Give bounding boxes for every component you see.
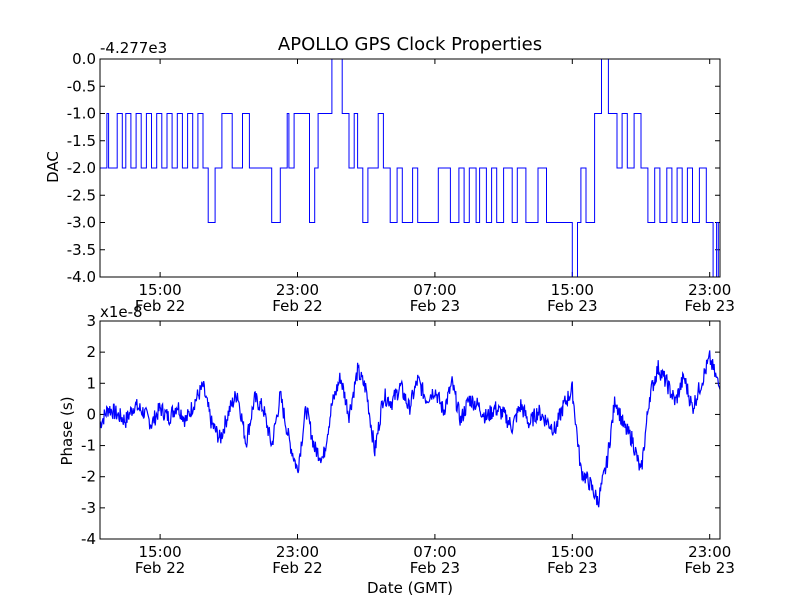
x-tick-time-label: 15:00 [138, 543, 181, 561]
x-tick-time-label: 07:00 [413, 543, 456, 561]
x-tick-time-label: 15:00 [551, 543, 594, 561]
y-tick-label: -2.0 [67, 159, 96, 177]
x-tick-time-label: 23:00 [276, 543, 319, 561]
phase-plot-frame [99, 320, 721, 540]
dac-series-line [100, 58, 721, 278]
x-tick-date-label: Feb 23 [547, 297, 597, 315]
y-tick-label: -1.5 [67, 132, 96, 150]
x-tick-date-label: Feb 23 [547, 559, 597, 577]
y-tick-label: 0.0 [72, 50, 96, 68]
x-tick-date-label: Feb 23 [684, 297, 734, 315]
y-tick-label: -4.0 [67, 268, 96, 286]
x-tick-date-label: Feb 22 [272, 559, 322, 577]
x-tick-time-label: 07:00 [413, 281, 456, 299]
y-tick-label: -2.5 [67, 186, 96, 204]
x-tick-date-label: Feb 23 [410, 559, 460, 577]
y-tick-label: 1 [86, 374, 96, 392]
y-tick-label: -0.5 [67, 77, 96, 95]
x-tick-date-label: Feb 23 [684, 559, 734, 577]
y-tick-label: 0 [86, 405, 96, 423]
dac-y-axis-label: DAC [44, 151, 62, 183]
y-tick-label: -1.0 [67, 105, 96, 123]
x-tick-date-label: Feb 22 [135, 559, 185, 577]
x-tick-time-label: 23:00 [688, 281, 731, 299]
y-tick-label: -3.5 [67, 241, 96, 259]
date-x-axis-label: Date (GMT) [367, 579, 453, 597]
dac-y-ticks: 0.0 -0.5 -1.0 -1.5 -2.0 -2.5 -3.0 -3.5 -4.0 [67, 50, 720, 286]
x-tick-date-label: Feb 22 [272, 297, 322, 315]
x-tick-time-label: 15:00 [551, 281, 594, 299]
dac-plot-frame [99, 58, 721, 278]
dac-offset-label: -4.277e3 [100, 39, 167, 57]
y-tick-label: -1 [81, 437, 96, 455]
phase-offset-label: x1e-8 [100, 303, 143, 321]
x-tick-time-label: 23:00 [688, 543, 731, 561]
y-tick-label: 2 [86, 343, 96, 361]
y-tick-label: 3 [86, 312, 96, 330]
dac-panel: APOLLO GPS Clock Properties -4.277e3 DAC… [44, 34, 735, 315]
x-tick-date-label: Feb 22 [135, 297, 185, 315]
x-tick-time-label: 15:00 [138, 281, 181, 299]
phase-y-ticks: 3 2 1 0 -1 -2 -3 -4 [81, 312, 720, 548]
y-tick-label: -4 [81, 530, 96, 548]
phase-series-line [99, 350, 721, 508]
x-tick-date-label: Feb 23 [410, 297, 460, 315]
chart-title: APOLLO GPS Clock Properties [278, 34, 542, 55]
x-tick-time-label: 23:00 [276, 281, 319, 299]
y-tick-label: -3 [81, 499, 96, 517]
phase-y-axis-label: Phase (s) [58, 396, 76, 465]
y-tick-label: -3.0 [67, 214, 96, 232]
y-tick-label: -2 [81, 468, 96, 486]
